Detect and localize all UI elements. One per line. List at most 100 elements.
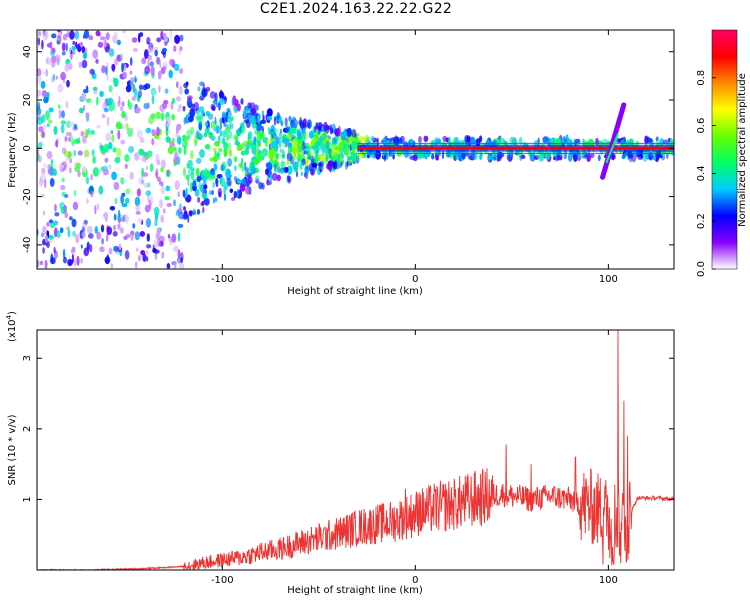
spectrogram-cell xyxy=(621,154,626,160)
spectrogram-cell xyxy=(61,42,66,52)
spectrogram-cell xyxy=(265,168,269,175)
spectrogram-cell xyxy=(236,188,240,198)
spectrogram-cell xyxy=(104,211,109,221)
spectrogram-cell xyxy=(125,122,129,131)
spectrogram-cell xyxy=(173,245,179,252)
spectrogram-cell xyxy=(105,145,109,154)
spectrogram-cell xyxy=(209,190,212,196)
spectrogram-cell xyxy=(251,137,257,145)
spectrogram-cell xyxy=(229,122,234,130)
spectrogram-cell xyxy=(88,233,94,239)
spectrogram-cell xyxy=(91,149,95,157)
spectrogram-cell xyxy=(42,225,47,235)
spectrogram-cell xyxy=(589,153,595,159)
spectrogram-cell xyxy=(383,154,386,160)
snr-x-tick-label: 100 xyxy=(599,575,618,586)
spectrogram-cell xyxy=(48,219,54,224)
spectrogram-x-ticks: -100 0 100 xyxy=(211,30,618,285)
spectrogram-cell xyxy=(96,96,99,106)
spectrogram-cell xyxy=(156,37,162,43)
spectrogram-cell xyxy=(390,150,393,157)
spectrogram-cell xyxy=(241,178,247,186)
spectrogram-cell xyxy=(176,81,179,89)
spectrogram-cell xyxy=(178,232,181,243)
spectrogram-cell xyxy=(124,197,130,204)
snr-y-tick-label: 2 xyxy=(22,426,33,432)
spectrogram-cell xyxy=(202,192,208,200)
spectrogram-cell xyxy=(41,130,45,139)
spectrogram-cell xyxy=(99,144,104,150)
spectrogram-cell xyxy=(334,152,338,160)
spectrogram-cell xyxy=(280,120,284,127)
spectrogram-cell xyxy=(231,116,234,121)
spectrogram-cell xyxy=(285,167,289,172)
spectrogram-cell xyxy=(154,252,158,260)
spectrogram-cell xyxy=(431,153,435,160)
spectrogram-cell xyxy=(158,241,164,247)
spectrogram-cell xyxy=(200,201,205,207)
spectrogram-cell xyxy=(45,68,48,78)
spectrogram-cell xyxy=(37,259,40,268)
spectrogram-cell xyxy=(168,236,172,243)
spectrogram-cell xyxy=(233,190,237,199)
spectrogram-cell xyxy=(311,145,316,150)
spectrogram-cell xyxy=(266,178,270,186)
spectrogram-cell xyxy=(50,257,56,265)
spectrogram-cell xyxy=(156,176,161,182)
spectrogram-cell xyxy=(352,144,358,150)
spectrogram-cell xyxy=(226,181,232,187)
spectrogram-cell xyxy=(106,61,109,68)
spectrogram-cell xyxy=(212,197,215,204)
spectrogram-cell xyxy=(54,203,57,212)
spectrogram-cell xyxy=(86,225,93,234)
spectrogram-cell xyxy=(117,223,121,230)
spectrogram-cell xyxy=(668,137,671,142)
spectrogram-cell xyxy=(80,130,85,137)
spectrogram-cell xyxy=(85,128,89,139)
spectrogram-cell xyxy=(319,154,324,161)
spectrogram-cell xyxy=(307,122,311,128)
spectrogram-cell xyxy=(191,210,197,216)
spectrogram-cell xyxy=(113,31,118,41)
spectrogram-cell xyxy=(239,126,242,132)
spectrogram-cell xyxy=(160,186,166,195)
spectrogram-cell xyxy=(158,85,161,93)
spectrogram-cell xyxy=(102,168,109,176)
spectrogram-cell xyxy=(53,220,59,226)
spectrogram-cell xyxy=(286,165,293,175)
spectrogram-cell xyxy=(37,116,43,126)
spectrogram-cell xyxy=(299,160,303,171)
spectrogram-cell xyxy=(112,101,116,111)
spectrogram-cell xyxy=(42,30,49,41)
spectrogram-cell xyxy=(101,65,106,74)
spectrogram-cell xyxy=(151,138,155,146)
spectrogram-cell xyxy=(167,234,171,239)
spectrogram-cell xyxy=(85,98,92,103)
spectrogram-cell xyxy=(177,136,182,145)
spectrogram-cell xyxy=(602,138,608,146)
spectrogram-cell xyxy=(178,46,181,55)
spectrogram-cell xyxy=(175,210,181,217)
spectrogram-cell xyxy=(234,107,238,114)
spectrogram-cell xyxy=(492,152,497,158)
spectrogram-cell xyxy=(270,173,273,182)
spectrogram-cell xyxy=(499,136,502,146)
spectrogram-cell xyxy=(121,62,124,73)
spectrogram-cell xyxy=(76,255,80,266)
spectrogram-cell xyxy=(240,122,245,128)
spectrogram-cell xyxy=(62,147,67,155)
spectrogram-cell xyxy=(80,244,83,249)
spectrogram-cell xyxy=(64,211,68,219)
spectrogram-x-label: Height of straight line (km) xyxy=(287,286,423,297)
spectrogram-cell xyxy=(165,136,171,143)
spectrogram-cell xyxy=(297,144,300,154)
spectrogram-cell xyxy=(72,201,79,211)
spectrogram-cell xyxy=(147,196,150,203)
spectrogram-cell xyxy=(132,47,138,52)
spectrogram-cell xyxy=(134,152,140,161)
spectrogram-cell xyxy=(61,110,65,119)
spectrogram-cell xyxy=(188,167,194,177)
spectrogram-cell xyxy=(344,146,350,156)
spectrogram-cell xyxy=(161,251,165,259)
spectrogram-cell xyxy=(219,130,223,137)
